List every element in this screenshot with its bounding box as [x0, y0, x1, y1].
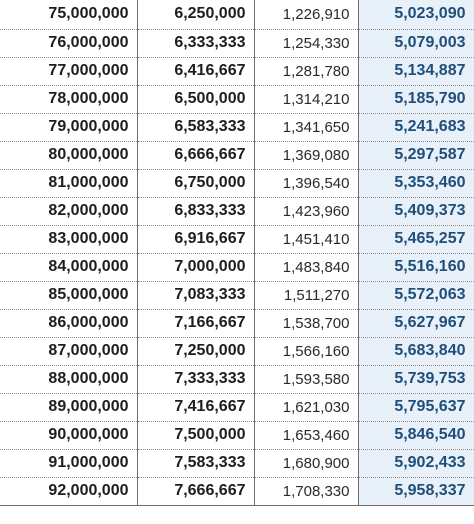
deduction-cell[interactable]: 1,226,910: [254, 0, 359, 30]
net-pay-cell[interactable]: 5,465,257: [357, 225, 474, 254]
net-pay-cell[interactable]: 5,023,090: [357, 0, 474, 30]
deduction-cell[interactable]: 1,483,840: [254, 253, 359, 282]
monthly-salary-cell[interactable]: 6,666,667: [137, 141, 255, 170]
net-pay-cell[interactable]: 5,846,540: [357, 421, 474, 450]
table-row[interactable]: 85,000,000 7,083,333 1,511,270 5,572,063: [0, 281, 474, 310]
net-pay-cell[interactable]: 5,297,587: [357, 141, 474, 170]
table-row[interactable]: 75,000,000 6,250,000 1,226,910 5,023,090: [0, 0, 474, 30]
monthly-salary-cell[interactable]: 7,416,667: [137, 393, 255, 422]
deduction-cell[interactable]: 1,621,030: [254, 393, 359, 422]
annual-salary-cell[interactable]: 87,000,000: [0, 337, 138, 366]
table-row[interactable]: 77,000,000 6,416,667 1,281,780 5,134,887: [0, 57, 474, 86]
deduction-cell[interactable]: 1,341,650: [254, 113, 359, 142]
deduction-cell[interactable]: 1,281,780: [254, 57, 359, 86]
table-row[interactable]: 91,000,000 7,583,333 1,680,900 5,902,433: [0, 449, 474, 478]
annual-salary-cell[interactable]: 88,000,000: [0, 365, 138, 394]
annual-salary-cell[interactable]: 79,000,000: [0, 113, 138, 142]
deduction-cell[interactable]: 1,653,460: [254, 421, 359, 450]
table-row[interactable]: 88,000,000 7,333,333 1,593,580 5,739,753: [0, 365, 474, 394]
net-pay-cell[interactable]: 5,353,460: [357, 169, 474, 198]
table-row[interactable]: 78,000,000 6,500,000 1,314,210 5,185,790: [0, 85, 474, 114]
monthly-salary-cell[interactable]: 6,250,000: [137, 0, 255, 30]
table-row[interactable]: 89,000,000 7,416,667 1,621,030 5,795,637: [0, 393, 474, 422]
net-pay-cell[interactable]: 5,409,373: [357, 197, 474, 226]
deduction-cell[interactable]: 1,708,330: [254, 477, 359, 506]
table-row[interactable]: 82,000,000 6,833,333 1,423,960 5,409,373: [0, 197, 474, 226]
annual-salary-cell[interactable]: 89,000,000: [0, 393, 138, 422]
monthly-salary-cell[interactable]: 7,000,000: [137, 253, 255, 282]
annual-salary-cell[interactable]: 91,000,000: [0, 449, 138, 478]
monthly-salary-cell[interactable]: 7,166,667: [137, 309, 255, 338]
annual-salary-cell[interactable]: 92,000,000: [0, 477, 138, 506]
deduction-cell[interactable]: 1,369,080: [254, 141, 359, 170]
net-pay-cell[interactable]: 5,627,967: [357, 309, 474, 338]
monthly-salary-cell[interactable]: 6,833,333: [137, 197, 255, 226]
deduction-cell[interactable]: 1,566,160: [254, 337, 359, 366]
net-pay-cell[interactable]: 5,185,790: [357, 85, 474, 114]
annual-salary-cell[interactable]: 78,000,000: [0, 85, 138, 114]
monthly-salary-cell[interactable]: 6,916,667: [137, 225, 255, 254]
net-pay-cell[interactable]: 5,572,063: [357, 281, 474, 310]
annual-salary-cell[interactable]: 84,000,000: [0, 253, 138, 282]
deduction-cell[interactable]: 1,538,700: [254, 309, 359, 338]
table-row[interactable]: 83,000,000 6,916,667 1,451,410 5,465,257: [0, 225, 474, 254]
net-pay-cell[interactable]: 5,958,337: [357, 477, 474, 506]
deduction-cell[interactable]: 1,396,540: [254, 169, 359, 198]
monthly-salary-cell[interactable]: 6,333,333: [137, 29, 255, 58]
table-row[interactable]: 87,000,000 7,250,000 1,566,160 5,683,840: [0, 337, 474, 366]
table-row[interactable]: 92,000,000 7,666,667 1,708,330 5,958,337: [0, 477, 474, 506]
net-pay-cell[interactable]: 5,795,637: [357, 393, 474, 422]
monthly-salary-cell[interactable]: 6,500,000: [137, 85, 255, 114]
table-row[interactable]: 86,000,000 7,166,667 1,538,700 5,627,967: [0, 309, 474, 338]
net-pay-cell[interactable]: 5,241,683: [357, 113, 474, 142]
monthly-salary-cell[interactable]: 7,500,000: [137, 421, 255, 450]
deduction-cell[interactable]: 1,593,580: [254, 365, 359, 394]
net-pay-cell[interactable]: 5,902,433: [357, 449, 474, 478]
monthly-salary-cell[interactable]: 7,583,333: [137, 449, 255, 478]
annual-salary-cell[interactable]: 81,000,000: [0, 169, 138, 198]
annual-salary-cell[interactable]: 85,000,000: [0, 281, 138, 310]
deduction-cell[interactable]: 1,254,330: [254, 29, 359, 58]
net-pay-cell[interactable]: 5,134,887: [357, 57, 474, 86]
monthly-salary-cell[interactable]: 6,416,667: [137, 57, 255, 86]
deduction-cell[interactable]: 1,511,270: [254, 281, 359, 310]
annual-salary-cell[interactable]: 76,000,000: [0, 29, 138, 58]
deduction-cell[interactable]: 1,314,210: [254, 85, 359, 114]
monthly-salary-cell[interactable]: 6,583,333: [137, 113, 255, 142]
deduction-cell[interactable]: 1,680,900: [254, 449, 359, 478]
table-body: 75,000,000 6,250,000 1,226,910 5,023,090 76,…: [0, 0, 474, 506]
annual-salary-cell[interactable]: 80,000,000: [0, 141, 138, 170]
deduction-cell[interactable]: 1,423,960: [254, 197, 359, 226]
annual-salary-cell[interactable]: 83,000,000: [0, 225, 138, 254]
monthly-salary-cell[interactable]: 7,333,333: [137, 365, 255, 394]
monthly-salary-cell[interactable]: 7,250,000: [137, 337, 255, 366]
net-pay-cell[interactable]: 5,683,840: [357, 337, 474, 366]
monthly-salary-cell[interactable]: 6,750,000: [137, 169, 255, 198]
table-row[interactable]: 90,000,000 7,500,000 1,653,460 5,846,540: [0, 421, 474, 450]
table-row[interactable]: 79,000,000 6,583,333 1,341,650 5,241,683: [0, 113, 474, 142]
annual-salary-cell[interactable]: 82,000,000: [0, 197, 138, 226]
annual-salary-cell[interactable]: 90,000,000: [0, 421, 138, 450]
table-row[interactable]: 76,000,000 6,333,333 1,254,330 5,079,003: [0, 29, 474, 58]
net-pay-cell[interactable]: 5,739,753: [357, 365, 474, 394]
monthly-salary-cell[interactable]: 7,666,667: [137, 477, 255, 506]
annual-salary-cell[interactable]: 75,000,000: [0, 0, 138, 30]
monthly-salary-cell[interactable]: 7,083,333: [137, 281, 255, 310]
net-pay-cell[interactable]: 5,516,160: [357, 253, 474, 282]
deduction-cell[interactable]: 1,451,410: [254, 225, 359, 254]
table-row[interactable]: 84,000,000 7,000,000 1,483,840 5,516,160: [0, 253, 474, 282]
annual-salary-cell[interactable]: 86,000,000: [0, 309, 138, 338]
net-pay-cell[interactable]: 5,079,003: [357, 29, 474, 58]
annual-salary-cell[interactable]: 77,000,000: [0, 57, 138, 86]
salary-table: 75,000,000 6,250,000 1,226,910 5,023,090 76,…: [0, 0, 474, 506]
table-row[interactable]: 81,000,000 6,750,000 1,396,540 5,353,460: [0, 169, 474, 198]
table-row[interactable]: 80,000,000 6,666,667 1,369,080 5,297,587: [0, 141, 474, 170]
